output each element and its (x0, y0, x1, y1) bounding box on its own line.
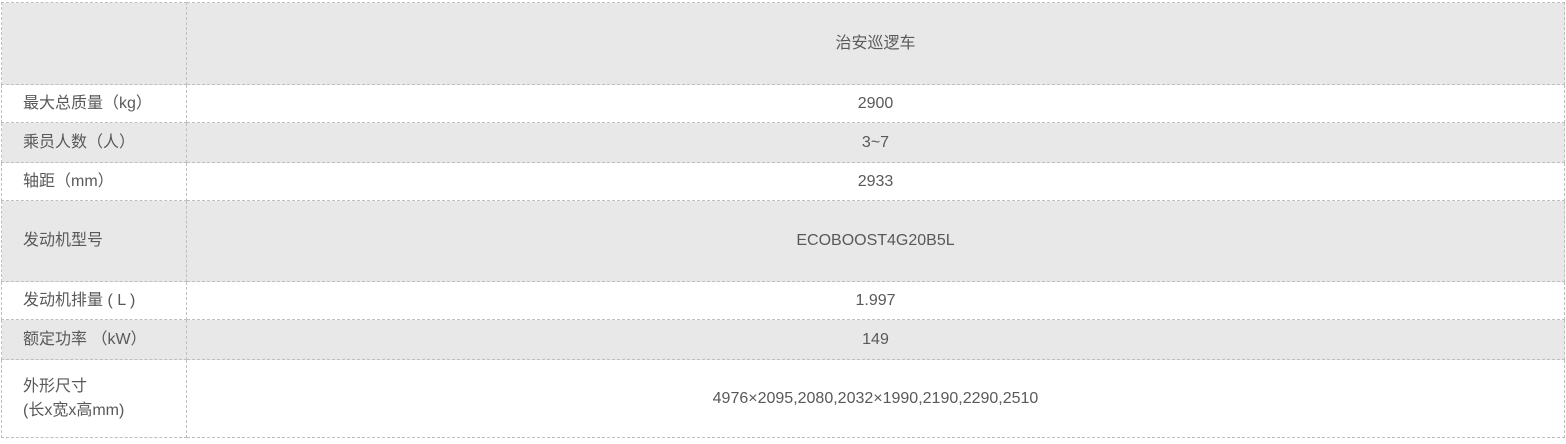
spec-value-displacement: 1.997 (186, 281, 1565, 320)
table-row: 发动机排量 ( L ) 1.997 (1, 281, 1565, 320)
table-row: 乘员人数（人） 3~7 (1, 122, 1565, 163)
table-row: 最大总质量（kg） 2900 (1, 84, 1565, 123)
table-row: 外形尺寸 (长x宽x高mm) 4976×2095,2080,2032×1990,… (1, 359, 1565, 438)
spec-value-engine-model: ECOBOOST4G20B5L (186, 200, 1565, 282)
table-header-row: 治安巡逻车 (1, 2, 1565, 85)
spec-label-wheelbase: 轴距（mm） (1, 162, 187, 201)
spec-label-engine-model: 发动机型号 (1, 200, 187, 282)
spec-value-wheelbase: 2933 (186, 162, 1565, 201)
spec-value-rated-power: 149 (186, 319, 1565, 360)
vehicle-name-header: 治安巡逻车 (186, 2, 1565, 85)
spec-value-passengers: 3~7 (186, 122, 1565, 163)
header-empty-cell (1, 2, 187, 85)
spec-label-displacement: 发动机排量 ( L ) (1, 281, 187, 320)
spec-label-dimensions: 外形尺寸 (长x宽x高mm) (1, 359, 187, 438)
spec-label-max-mass: 最大总质量（kg） (1, 84, 187, 123)
spec-value-dimensions: 4976×2095,2080,2032×1990,2190,2290,2510 (186, 359, 1565, 438)
table-row: 发动机型号 ECOBOOST4G20B5L (1, 200, 1565, 282)
table-row: 额定功率 （kW） 149 (1, 319, 1565, 360)
spec-label-rated-power: 额定功率 （kW） (1, 319, 187, 360)
table-row: 轴距（mm） 2933 (1, 162, 1565, 201)
spec-value-max-mass: 2900 (186, 84, 1565, 123)
spec-label-passengers: 乘员人数（人） (1, 122, 187, 163)
